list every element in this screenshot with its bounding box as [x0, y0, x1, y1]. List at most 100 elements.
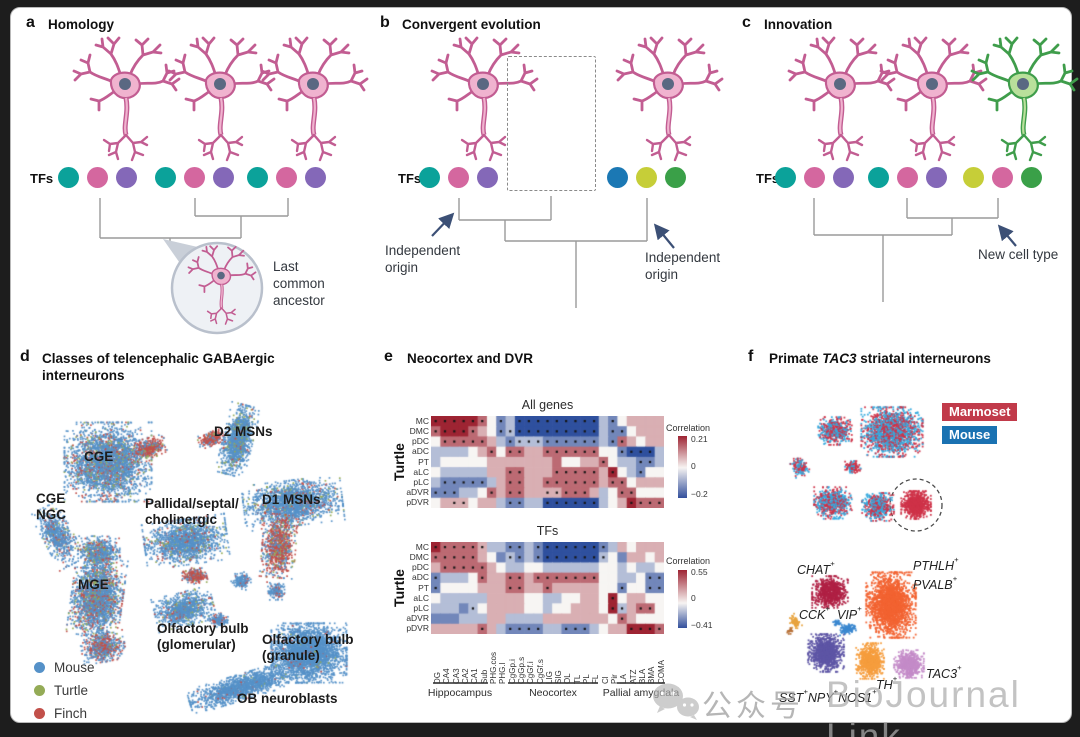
pink-tf-dot	[276, 167, 297, 188]
tf-dot-group	[58, 167, 137, 188]
cluster-label-tac3: TAC3+	[926, 663, 962, 682]
pink-tf-dot	[448, 167, 469, 188]
independent-origin-label-right: Independent origin	[645, 250, 721, 282]
teal-tf-dot	[247, 167, 268, 188]
heatmap-column-label: LIG	[544, 671, 554, 684]
heatmap-column-label: PHG.cos	[488, 651, 498, 684]
colorbar-min-tick: −0.2	[691, 489, 708, 499]
tf-dot-group	[247, 167, 326, 188]
legend-item-finch: Finch	[34, 706, 87, 721]
teal-tf-dot	[58, 167, 79, 188]
phylo-tree-a	[99, 198, 289, 247]
panel-b-tag: b	[380, 14, 390, 31]
panel-a-title: Homology	[48, 17, 114, 32]
heatmap-column-label: TL	[572, 674, 582, 684]
heatmap-column-label: CgGp.i	[507, 659, 517, 684]
independent-origin-arrow-left	[431, 212, 455, 237]
heatmap-row-label: pLC	[413, 477, 429, 488]
tfs-label-b: TFs	[398, 171, 422, 186]
panel-d-tag: d	[20, 348, 30, 365]
green-new-neuron	[972, 38, 1077, 160]
heatmap-column-label: COMA	[656, 660, 666, 684]
heatmap-column-label: LA	[619, 674, 629, 684]
interneuron-types-umap-plot	[760, 552, 1060, 702]
heatmap-all-genes-title: All genes	[521, 398, 574, 412]
cluster-label-vip: VIP+	[837, 604, 862, 623]
panel-d-title: Classes of telencephalic GABAergic inter…	[42, 351, 275, 383]
heatmap-column-label: ATZ	[628, 669, 638, 684]
green-tf-dot	[1021, 167, 1042, 188]
independent-origin-label-left: Independent origin	[385, 243, 461, 275]
heatmap-row-label: pLC	[413, 603, 429, 614]
blue-tf-dot	[607, 167, 628, 188]
pink-tf-dot	[184, 167, 205, 188]
pink-neuron	[789, 38, 894, 160]
panel-c-tag: c	[742, 14, 751, 31]
tf-dot-group	[419, 167, 498, 188]
new-cell-type-label: New cell type	[978, 247, 1059, 262]
colorbar-mid-tick: 0	[691, 461, 696, 471]
new-cell-type-arrow	[997, 224, 1017, 247]
heatmap-row-label: pDVR	[406, 497, 429, 508]
panel-a-tag: a	[26, 14, 35, 31]
missing-lineage-box	[507, 56, 596, 191]
purple-tf-dot	[477, 167, 498, 188]
heatmap-column-label: OL	[563, 673, 573, 684]
panel-f-title: Primate TAC3 striatal interneurons	[769, 351, 991, 366]
group-label-pallial-amygdala: Pallial amygdala	[602, 687, 680, 699]
heatmap-column-label: FL	[591, 674, 601, 684]
heatmap-row-label: pDVR	[406, 623, 429, 634]
panel-b-title: Convergent evolution	[402, 17, 541, 32]
panel-f-tag: f	[748, 348, 754, 365]
colorbar-mid-tick: 0	[691, 593, 696, 603]
heatmap-column-label: CA2	[460, 668, 470, 684]
pink-tf-dot	[897, 167, 918, 188]
tf-dot-group	[775, 167, 854, 188]
heatmap-row-label: DMC	[409, 425, 429, 436]
colorbar-title: Correlation	[666, 556, 711, 566]
tfs-label-a: TFs	[30, 171, 54, 186]
pink-neuron	[881, 38, 986, 160]
heatmap-row-label: DMC	[409, 551, 429, 562]
ancestor-circle	[170, 241, 264, 335]
heatmap-row-label: MC	[415, 541, 429, 552]
cluster-label-pthlh-pvalb: PTHLH+ PVALB+	[913, 555, 959, 593]
green-tf-dot	[665, 167, 686, 188]
heatmap-column-label: CgGf.s	[535, 659, 545, 684]
heatmap-row-label: aDVR	[406, 487, 429, 498]
purple-tf-dot	[305, 167, 326, 188]
independent-origin-arrow-right	[653, 223, 675, 249]
turtle-color-dot	[34, 685, 45, 696]
pink-neuron	[74, 38, 179, 160]
heatmap-row-label: aLC	[413, 466, 429, 477]
legend-item-turtle: Turtle	[34, 683, 88, 698]
cluster-label-ob-neuroblasts: OB neuroblasts	[237, 691, 338, 706]
all-genes-heatmap	[431, 416, 664, 508]
heatmap-column-label: CgGf.i	[526, 661, 536, 684]
cluster-label-d1-msns: D1 MSNs	[262, 492, 321, 507]
mouse-color-dot	[34, 662, 45, 673]
tfs-heatmap	[431, 542, 664, 634]
group-label-neocortex: Neocortex	[529, 687, 577, 699]
chartreuse-tf-dot	[963, 167, 984, 188]
magnifier-wedge	[163, 239, 202, 269]
heatmap-column-label: Pir	[610, 674, 620, 684]
tfs-label-c: TFs	[756, 171, 780, 186]
group-label-hippocampus: Hippocampus	[427, 687, 493, 699]
heatmap-column-label: CgGp.s	[516, 656, 526, 684]
pink-neuron	[432, 38, 537, 160]
mouse-legend-badge: Mouse	[942, 426, 998, 444]
heatmap-column-label: Cl	[600, 676, 610, 684]
heatmap-column-label: BMA	[647, 666, 657, 684]
legend-label: Turtle	[54, 683, 89, 698]
tf-dot-group	[868, 167, 947, 188]
purple-tf-dot	[833, 167, 854, 188]
ancestor-label: Last common ancestor	[273, 259, 325, 308]
colorbar-all-genes	[678, 436, 687, 498]
heatmap-column-label: BLA	[638, 668, 648, 684]
tf-dot-group	[155, 167, 234, 188]
tf-dot-group	[607, 167, 686, 188]
teal-tf-dot	[155, 167, 176, 188]
